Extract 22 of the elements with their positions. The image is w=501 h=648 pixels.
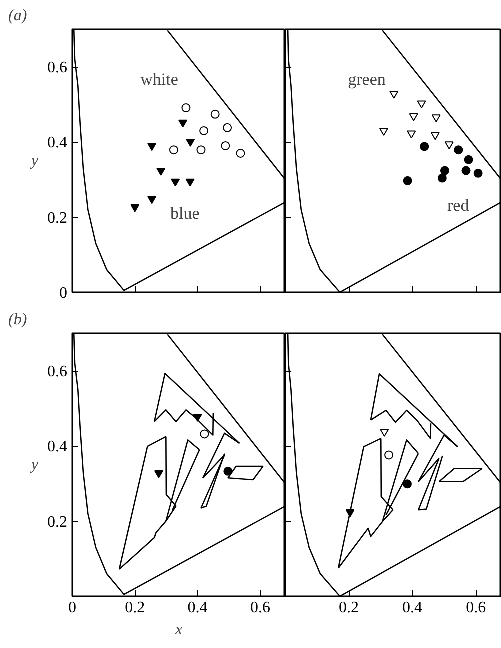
annotation: blue bbox=[170, 204, 200, 224]
y-tick-label: 0.4 bbox=[48, 134, 68, 152]
x-tick-label: 0.6 bbox=[250, 600, 270, 616]
y-tick-label: 0.6 bbox=[48, 364, 68, 381]
x-axis-title: x bbox=[174, 622, 183, 638]
y-axis-title: y bbox=[29, 456, 40, 474]
chart-title: (b) bbox=[8, 312, 28, 328]
y-tick-label: 0.2 bbox=[48, 210, 68, 227]
x-tick-label: 0.2 bbox=[339, 600, 360, 616]
y-tick-label: 0 bbox=[60, 285, 68, 302]
x-tick-label: 0.6 bbox=[466, 600, 486, 616]
x-tick-label: 0.2 bbox=[125, 600, 146, 616]
y-tick-label: 0.4 bbox=[48, 438, 68, 456]
annotation: green bbox=[348, 70, 386, 89]
annotation: white bbox=[140, 70, 178, 89]
chart-title: (a) bbox=[8, 8, 28, 24]
annotation: red bbox=[448, 196, 470, 216]
y-tick-label: 0.6 bbox=[48, 60, 68, 77]
x-tick-label: 0.4 bbox=[402, 600, 423, 616]
y-axis-title: y bbox=[29, 152, 40, 170]
y-tick-label: 0.2 bbox=[48, 514, 68, 531]
x-tick-label: 0.4 bbox=[188, 600, 208, 616]
